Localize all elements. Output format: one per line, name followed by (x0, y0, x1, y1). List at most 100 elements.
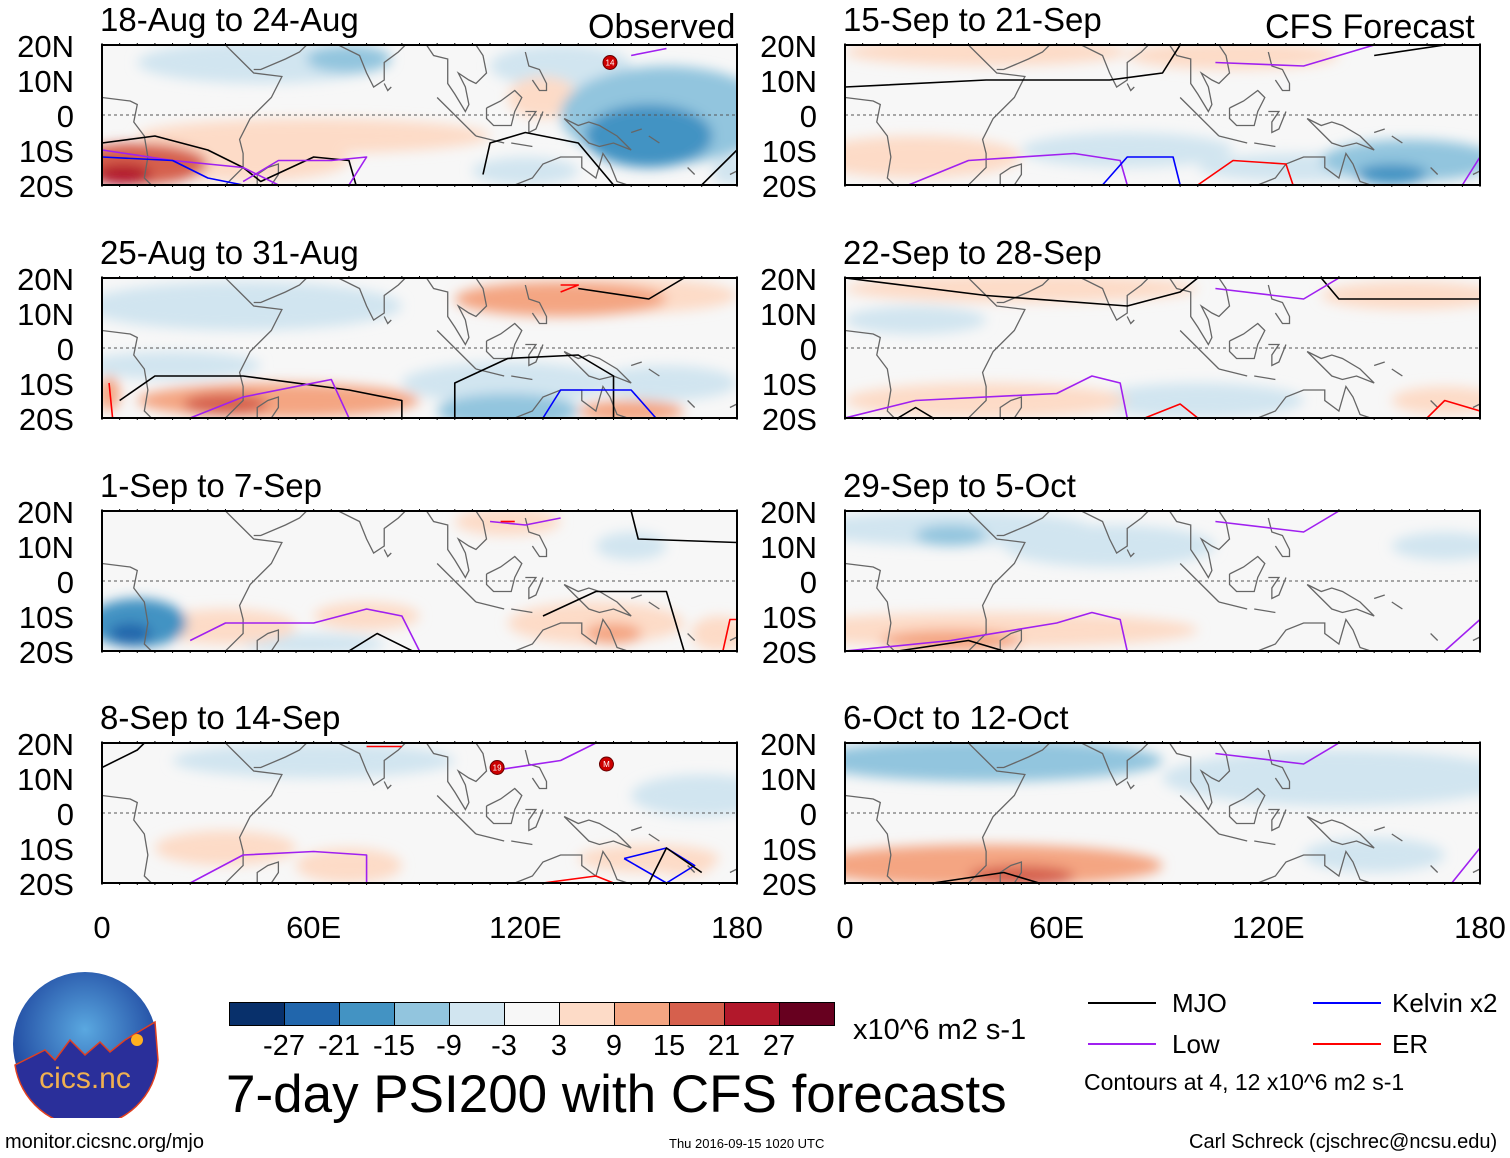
coastline (648, 833, 660, 842)
anomaly-region (1391, 532, 1480, 560)
coastline (436, 97, 477, 137)
coastline (513, 617, 628, 651)
contour-low (102, 149, 279, 185)
coastline (253, 278, 308, 304)
coastline (1391, 135, 1403, 144)
colorbar-swatch (394, 1002, 450, 1026)
anomaly-region (306, 45, 392, 73)
coastline (513, 384, 628, 418)
coastline (845, 794, 895, 883)
y-tick-label: 10S (761, 134, 817, 169)
coastline (524, 517, 548, 558)
contour-mjo (897, 406, 934, 418)
coastline (1268, 110, 1287, 134)
coastline (475, 135, 505, 144)
contour-low (189, 608, 421, 651)
colorbar-swatch (779, 1002, 835, 1026)
contour-low (631, 47, 667, 57)
panel-title: 18-Aug to 24-Aug (100, 1, 359, 38)
anomaly-region (1303, 837, 1445, 873)
coastline (687, 633, 696, 641)
coastline (256, 163, 280, 185)
legend-kelvin-line (1313, 1002, 1381, 1004)
coastline (253, 45, 308, 71)
coastline (1228, 89, 1266, 127)
coastline (338, 743, 491, 811)
coastline (225, 511, 283, 651)
contour-mjo (630, 511, 737, 544)
panel-title: 29-Sep to 5-Oct (843, 467, 1076, 504)
contour-low (1215, 278, 1340, 300)
colorbar-tick-label: -9 (436, 1030, 462, 1062)
anomaly-region (1356, 164, 1428, 185)
coastline (1254, 840, 1276, 846)
map-panel (844, 43, 1481, 187)
anomaly-region (313, 602, 420, 630)
coastline (511, 840, 533, 846)
coastline (1081, 511, 1234, 579)
coastline (1267, 284, 1291, 325)
coastline (102, 794, 152, 883)
anomaly-region (845, 45, 1128, 66)
coastline (1126, 549, 1135, 558)
legend-low-line (1088, 1043, 1156, 1045)
colorbar-swatch (614, 1002, 670, 1026)
coastline (513, 151, 628, 185)
x-tick-label: 0 (836, 910, 854, 945)
coastline (1218, 601, 1248, 610)
coastline (338, 278, 491, 346)
anomaly-region (595, 532, 667, 560)
storm-marker: 14 (602, 55, 618, 70)
coastline (729, 170, 737, 176)
contour-er (108, 382, 114, 418)
coastline (256, 396, 280, 418)
anomaly-region (102, 281, 402, 331)
coastline (485, 89, 523, 127)
coastline (1306, 583, 1375, 617)
map-panel (844, 509, 1481, 653)
y-tick-label: 10N (17, 297, 74, 332)
coastline (513, 849, 628, 883)
contour-low (489, 517, 561, 526)
coastline (102, 96, 152, 185)
anomaly-region (154, 609, 297, 644)
coastline (102, 562, 152, 651)
coastline (1391, 601, 1403, 610)
coastline (999, 163, 1023, 185)
coastline (1267, 517, 1291, 558)
y-tick-label: 20S (761, 169, 817, 204)
legend-er: ER (1392, 1029, 1429, 1059)
anomaly-region (172, 743, 455, 778)
coastline (525, 110, 544, 134)
y-tick-label: 10N (760, 762, 817, 797)
contour-low (189, 378, 350, 418)
coastline (1256, 617, 1371, 651)
anomaly-region (845, 278, 1198, 303)
y-tick-label: 20N (17, 262, 74, 297)
anomaly-region (845, 306, 987, 334)
coastline (525, 808, 544, 832)
legend-er-line (1313, 1043, 1381, 1045)
legend-mjo-line (1088, 1002, 1156, 1004)
site-url[interactable]: monitor.cicsnc.org/mjo (5, 1131, 204, 1153)
coastline (968, 45, 1026, 185)
anomaly-region (595, 365, 737, 401)
coastline (648, 368, 660, 377)
coastline (563, 583, 632, 617)
coastline (729, 403, 737, 409)
coastline (1179, 563, 1220, 603)
contour-er (542, 875, 614, 883)
contour-mjo (897, 639, 1004, 651)
colorbar-tick-label: -21 (318, 1030, 360, 1062)
coastline (524, 284, 548, 325)
cicsnc-logo: cics.nc (13, 972, 159, 1118)
y-tick-label: 0 (799, 332, 817, 367)
contour-kelvin (102, 156, 244, 185)
y-tick-label: 10N (760, 297, 817, 332)
contour-mjo (453, 354, 615, 418)
map-panel: 14 (101, 43, 738, 187)
observed-label: Observed (588, 8, 736, 46)
coastline (525, 343, 544, 367)
coastline (1218, 135, 1248, 144)
contour-mjo (845, 45, 1181, 88)
